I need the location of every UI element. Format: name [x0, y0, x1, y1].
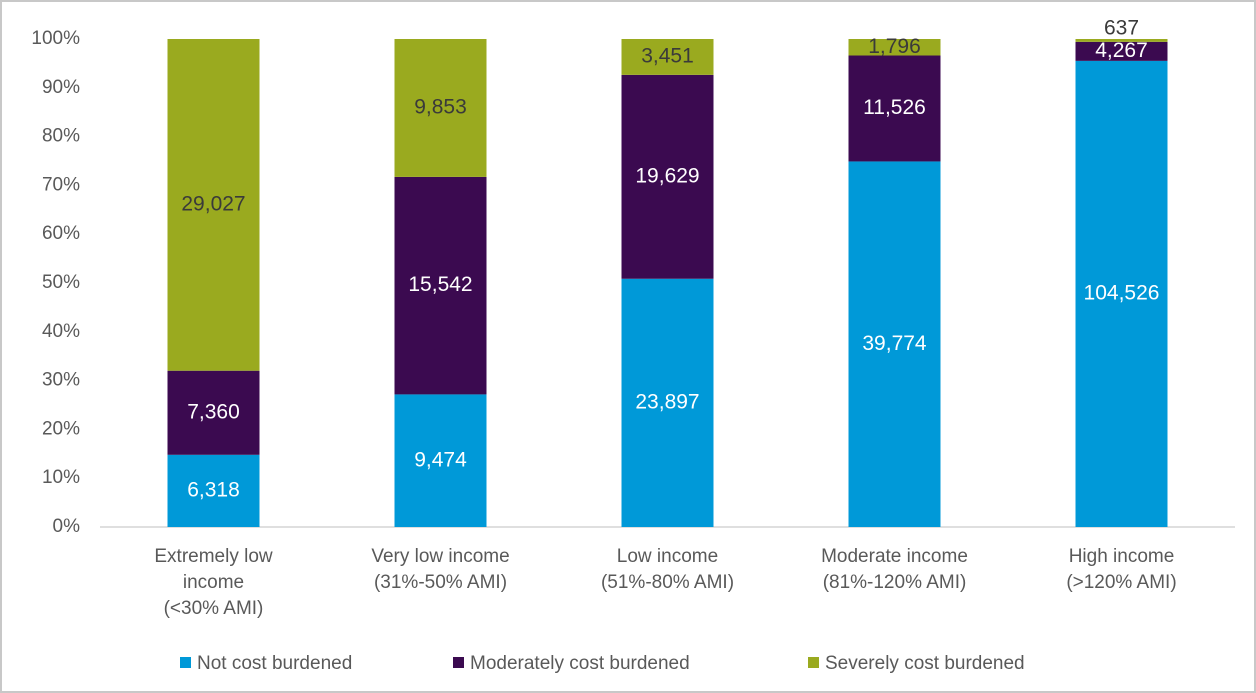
x-tick-label: Extremely low income (<30% AMI) [154, 546, 273, 619]
bar-segment [167, 370, 260, 455]
bar-segment [848, 55, 941, 162]
bar-segment [1075, 60, 1168, 527]
y-tick-label: 50% [42, 272, 80, 293]
bar-segment [621, 74, 714, 279]
legend-swatch [808, 657, 819, 668]
x-tick-label: Very low income (31%-50% AMI) [371, 546, 509, 593]
data-label: 4,267 [1095, 39, 1148, 62]
legend-swatch [180, 657, 191, 668]
bar-segment [167, 454, 260, 527]
legend-swatch [453, 657, 464, 668]
data-label: 11,526 [863, 96, 926, 119]
bar-segment [167, 39, 260, 371]
y-tick-label: 30% [42, 370, 80, 391]
data-label: 1,796 [868, 35, 921, 58]
data-label: 637 [1104, 17, 1139, 40]
bar-segment [848, 39, 941, 56]
bar-segment [394, 39, 487, 177]
bar-segment [621, 278, 714, 527]
data-label: 19,629 [635, 164, 699, 187]
bar-segment [1075, 39, 1168, 42]
y-tick-label: 20% [42, 418, 80, 439]
bar-segment [1075, 41, 1168, 61]
legend-label: Severely cost burdened [825, 653, 1025, 674]
legend-label: Not cost burdened [197, 653, 352, 674]
data-label: 7,360 [187, 400, 240, 423]
bar-segment [394, 394, 487, 527]
data-label: 3,451 [641, 44, 694, 67]
data-label: 15,542 [408, 273, 472, 296]
data-label: 9,853 [414, 95, 467, 118]
data-label: 9,474 [414, 448, 467, 471]
y-tick-label: 100% [31, 28, 80, 49]
bar-segment [394, 176, 487, 395]
y-tick-label: 70% [42, 174, 80, 195]
data-label: 104,526 [1084, 281, 1160, 304]
x-tick-label: High income (>120% AMI) [1066, 546, 1176, 593]
legend-label: Moderately cost burdened [470, 653, 690, 674]
y-tick-label: 0% [53, 516, 81, 537]
data-label: 39,774 [862, 332, 927, 355]
bar-segment [848, 161, 941, 527]
y-tick-label: 90% [42, 77, 80, 98]
y-tick-label: 80% [42, 126, 80, 147]
data-label: 29,027 [181, 192, 245, 215]
data-label: 6,318 [187, 478, 240, 501]
x-tick-label: Moderate income (81%-120% AMI) [821, 546, 968, 593]
y-tick-label: 60% [42, 223, 80, 244]
data-label: 23,897 [635, 390, 699, 413]
y-tick-label: 10% [42, 467, 80, 488]
y-tick-label: 40% [42, 321, 80, 342]
x-tick-label: Low income (51%-80% AMI) [601, 546, 734, 593]
bar-segment [621, 39, 714, 75]
